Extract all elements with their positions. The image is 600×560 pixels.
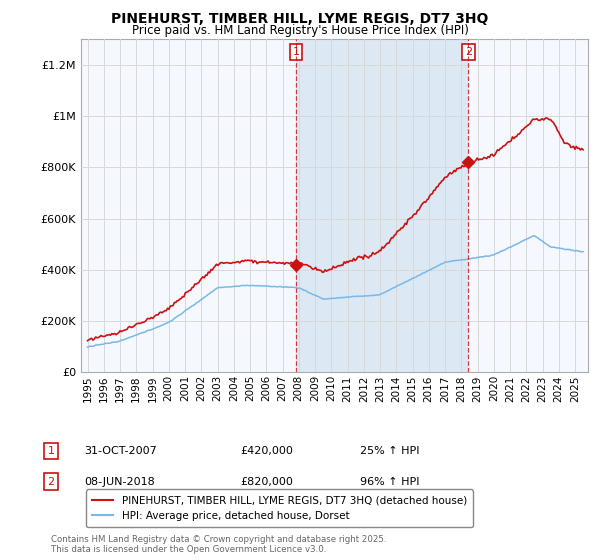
Text: Contains HM Land Registry data © Crown copyright and database right 2025.
This d: Contains HM Land Registry data © Crown c… (51, 535, 386, 554)
Text: £420,000: £420,000 (240, 446, 293, 456)
Text: 2: 2 (465, 47, 472, 57)
Text: 2: 2 (47, 477, 55, 487)
Text: 08-JUN-2018: 08-JUN-2018 (84, 477, 155, 487)
Text: PINEHURST, TIMBER HILL, LYME REGIS, DT7 3HQ: PINEHURST, TIMBER HILL, LYME REGIS, DT7 … (112, 12, 488, 26)
Text: 96% ↑ HPI: 96% ↑ HPI (360, 477, 419, 487)
Text: 31-OCT-2007: 31-OCT-2007 (84, 446, 157, 456)
Bar (296, 39, 469, 372)
Text: 1: 1 (292, 47, 299, 57)
Text: Price paid vs. HM Land Registry's House Price Index (HPI): Price paid vs. HM Land Registry's House … (131, 24, 469, 36)
Text: 1: 1 (47, 446, 55, 456)
Legend: PINEHURST, TIMBER HILL, LYME REGIS, DT7 3HQ (detached house), HPI: Average price: PINEHURST, TIMBER HILL, LYME REGIS, DT7 … (86, 489, 473, 527)
Text: 25% ↑ HPI: 25% ↑ HPI (360, 446, 419, 456)
Text: £820,000: £820,000 (240, 477, 293, 487)
